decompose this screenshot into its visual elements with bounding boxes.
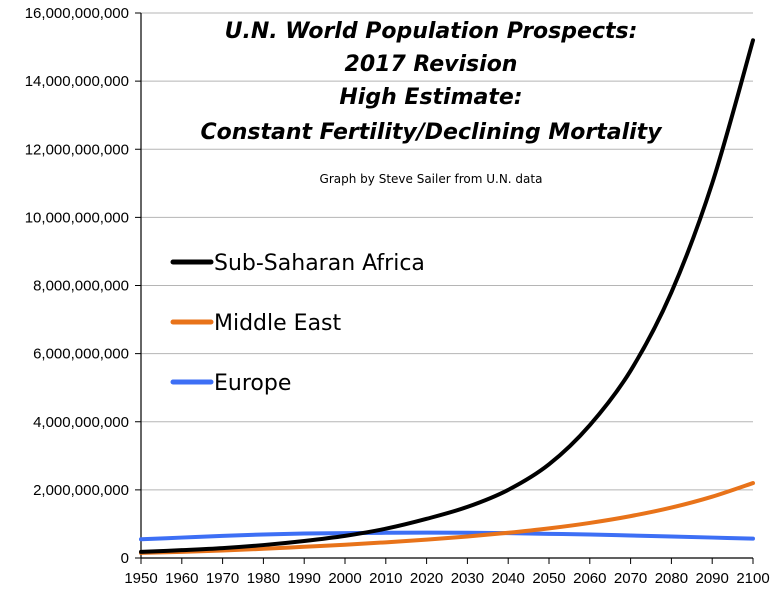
x-tick-label: 1990 — [288, 570, 321, 587]
y-tick-label: 8,000,000,000 — [33, 278, 129, 295]
title-line: High Estimate: — [339, 85, 522, 110]
x-tick-label: 2090 — [696, 570, 729, 587]
y-tick-label: 0 — [121, 550, 129, 567]
grid-lines — [141, 12, 753, 491]
title-line: Constant Fertility/Declining Mortality — [200, 120, 663, 145]
x-tick-label: 2030 — [451, 570, 484, 587]
x-tick-label: 2000 — [328, 570, 361, 587]
x-tick-label: 2100 — [736, 570, 769, 587]
axes: 0 2,000,000,000 4,000,000,000 6,000,000,000… — [25, 5, 770, 587]
legend: Sub-Saharan Africa Middle East Europe — [170, 251, 425, 396]
y-tick-label: 16,000,000,000 — [25, 5, 129, 22]
x-tick-label: 2050 — [532, 570, 565, 587]
x-tick-label: 1960 — [165, 570, 198, 587]
title-line: 2017 Revision — [345, 52, 518, 77]
x-tick-label: 2020 — [410, 570, 443, 587]
chart-title: U.N. World Population Prospects: 2017 Rev… — [200, 19, 663, 145]
x-tick-label: 2060 — [573, 570, 606, 587]
legend-label-middle-east: Middle East — [214, 311, 342, 336]
x-tick-label: 1950 — [124, 570, 157, 587]
title-line: U.N. World Population Prospects: — [225, 19, 638, 44]
y-tick-label: 2,000,000,000 — [33, 482, 129, 499]
x-tick-label: 2080 — [655, 570, 688, 587]
y-tick-label: 12,000,000,000 — [25, 141, 129, 158]
series-line-europe — [139, 530, 755, 542]
series-line-sub-saharan-africa — [139, 38, 755, 554]
legend-label-sub-saharan-africa: Sub-Saharan Africa — [214, 251, 425, 276]
x-tick-label: 2010 — [369, 570, 402, 587]
series-line-middle-east — [139, 481, 755, 555]
y-tick-label: 10,000,000,000 — [25, 209, 129, 226]
y-tick-label: 4,000,000,000 — [33, 414, 129, 431]
series-lines — [139, 38, 755, 555]
x-tick-label: 2070 — [614, 570, 647, 587]
legend-label-europe: Europe — [214, 371, 291, 396]
x-tick-label: 2040 — [492, 570, 525, 587]
y-tick-label: 6,000,000,000 — [33, 346, 129, 363]
x-tick-label: 1970 — [206, 570, 239, 587]
x-tick-label: 1980 — [247, 570, 280, 587]
y-tick-label: 14,000,000,000 — [25, 73, 129, 90]
chart-subtitle: Graph by Steve Sailer from U.N. data — [320, 172, 543, 186]
